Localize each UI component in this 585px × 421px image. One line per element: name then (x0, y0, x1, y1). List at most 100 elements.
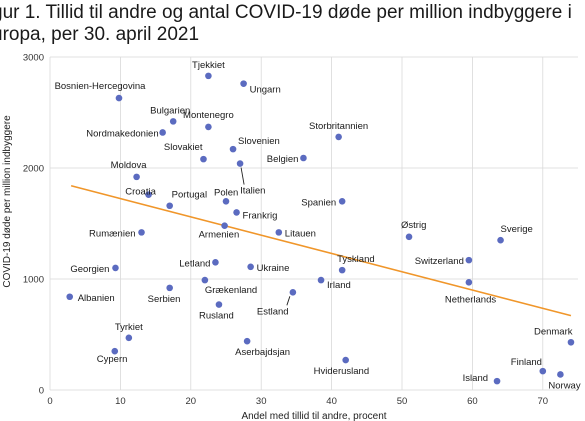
point-label: Moldova (111, 160, 148, 171)
data-point (240, 80, 247, 87)
tick-labels: 0 10 20 30 40 50 60 70 0 1000 2000 3000 (23, 53, 548, 408)
point-label: Letland (179, 258, 210, 269)
point-labels: Tjekkiet Ungarn Bosnien-Hercegovina Bulgari… (55, 60, 581, 392)
data-point (557, 371, 564, 378)
point-label: Italien (240, 186, 265, 197)
data-point (166, 202, 173, 210)
data-point (125, 334, 133, 342)
point-label: Østrig (401, 220, 426, 231)
point-label: Ungarn (250, 85, 281, 96)
y-tick-label: 0 (39, 386, 44, 397)
point-label: Hviderusland (314, 366, 369, 377)
point-label: Netherlands (445, 294, 496, 305)
point-label: Estland (257, 306, 289, 317)
point-label: Ukraine (257, 263, 290, 274)
x-tick-label: 40 (326, 396, 337, 407)
x-tick-label: 30 (256, 396, 267, 407)
point-label: Island (463, 373, 488, 384)
point-label: Tjekkiet (192, 60, 225, 71)
y-tick-label: 3000 (23, 53, 44, 64)
data-point (465, 279, 473, 286)
data-point (215, 301, 223, 308)
data-point (247, 263, 254, 271)
data-point (166, 284, 173, 292)
point-label: Finland (511, 357, 542, 368)
data-point (317, 276, 325, 284)
data-point (567, 338, 575, 346)
data-point (133, 173, 140, 181)
data-point (66, 293, 74, 301)
data-point (169, 118, 177, 125)
data-point (342, 356, 349, 364)
point-label: Tyrkiet (115, 322, 143, 333)
leader-lines (240, 167, 291, 306)
point-label: Serbien (148, 294, 181, 305)
point-label: Georgien (70, 264, 109, 275)
data-point (112, 264, 119, 272)
point-label: Frankrig (243, 210, 278, 221)
point-label: Grækenland (205, 285, 257, 296)
trendline (70, 184, 572, 317)
data-point (138, 229, 145, 236)
data-point (159, 129, 166, 136)
x-tick-label: 60 (467, 396, 478, 407)
point-label: Bulgarien (150, 105, 190, 116)
leader-line (286, 296, 291, 306)
data-point (289, 289, 297, 296)
point-label: Irland (327, 280, 351, 291)
data-point (465, 256, 473, 264)
data-point (201, 276, 209, 284)
data-point (145, 191, 152, 198)
point-label: Norway (548, 380, 580, 391)
data-point (205, 72, 212, 80)
data-point (233, 209, 240, 216)
point-label: Portugal (172, 190, 207, 201)
data-point (229, 145, 237, 153)
data-point (338, 266, 346, 274)
data-point (497, 236, 504, 244)
y-tick-label: 1000 (23, 275, 44, 286)
y-axis-label: COVID-19 døde per million indbyggere (2, 115, 13, 288)
point-label: Denmark (534, 326, 573, 337)
point-label: Belgien (267, 154, 299, 165)
point-label: Slovenien (238, 136, 280, 147)
chart-title: gur 1. Tillid til andre og antal COVID-1… (0, 2, 572, 45)
data-point (539, 367, 547, 375)
x-tick-label: 20 (186, 396, 197, 407)
point-label: Switzerland (415, 256, 464, 267)
data-point (493, 377, 501, 385)
data-point (200, 155, 207, 163)
data-point (335, 133, 342, 141)
x-tick-label: 0 (47, 396, 52, 407)
points-layer (66, 72, 575, 385)
data-point (275, 229, 283, 236)
x-tick-label: 50 (397, 396, 408, 407)
point-label: Bosnien-Hercegovina (55, 81, 147, 92)
data-point (221, 222, 228, 230)
point-label: Nordmakedonien (86, 128, 158, 139)
data-point (300, 154, 307, 162)
point-label: Aserbajdsjan (235, 347, 290, 358)
y-tick-label: 2000 (23, 164, 44, 175)
point-label: Polen (214, 187, 238, 198)
point-label: Slovakiet (164, 142, 203, 153)
data-point (205, 123, 212, 131)
data-point (115, 94, 123, 102)
point-label: Albanien (78, 293, 115, 304)
grid (49, 56, 578, 391)
trendline-layer (70, 184, 572, 317)
point-label: Litauen (285, 228, 316, 239)
leader-line (240, 167, 245, 185)
point-label: Croatia (125, 187, 156, 198)
point-label: Storbritannien (309, 121, 368, 132)
data-point (236, 160, 244, 167)
point-label: Armenien (199, 230, 240, 241)
point-label: Spanien (301, 197, 336, 208)
data-point (212, 259, 219, 266)
x-axis-label: Andel med tillid til andre, procent (241, 411, 386, 421)
data-point (243, 337, 251, 345)
point-label: Cypern (97, 354, 128, 365)
data-point (222, 198, 230, 205)
point-label: Rusland (199, 311, 234, 322)
x-tick-label: 70 (538, 396, 549, 407)
